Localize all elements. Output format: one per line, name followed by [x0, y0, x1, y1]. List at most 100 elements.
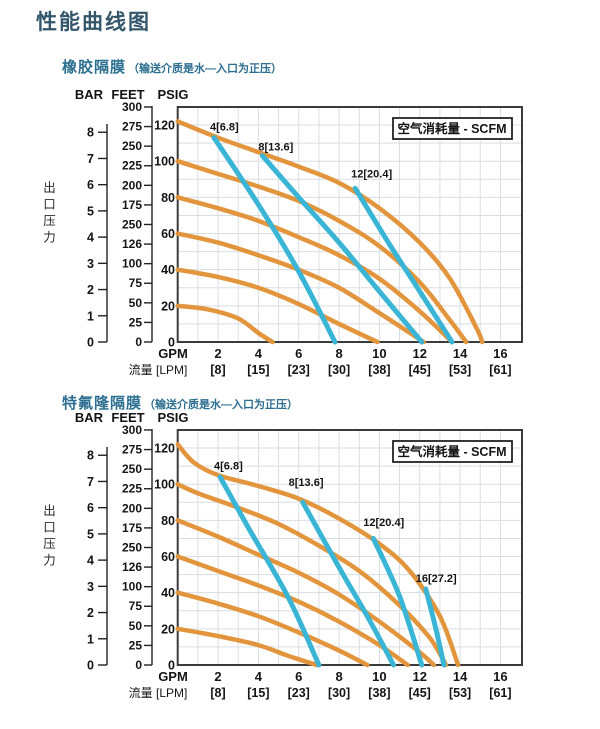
bar-tick-label: 1 — [87, 309, 94, 323]
lpm-tick-label: [30] — [328, 363, 350, 377]
axis-unit-header: FEET — [111, 87, 144, 102]
y-axis-label-outlet-pressure: 出口压力 — [41, 181, 55, 247]
lpm-tick-label: [23] — [288, 363, 310, 377]
feet-tick-label: 275 — [122, 443, 142, 457]
feet-tick-label: 250 — [122, 540, 142, 554]
psig-tick-label: 100 — [154, 478, 175, 492]
x-axis-unit-lpm: 流量 [LPM] — [129, 363, 188, 377]
air-curve-16[27.2] — [423, 586, 447, 668]
lpm-tick-label: [15] — [247, 686, 269, 700]
x-axis-unit-gpm: GPM — [158, 346, 188, 361]
water-curve-20psig — [175, 303, 275, 345]
gpm-tick-label: 4 — [255, 669, 263, 684]
axis-unit-header: PSIG — [157, 87, 188, 102]
feet-tick-label: 100 — [122, 257, 142, 271]
feet-tick-label: 126 — [122, 560, 142, 574]
plot-border — [176, 106, 523, 343]
psig-tick-label: 0 — [168, 659, 175, 673]
pump-performance-chart-rubber: BAR FEET PSIG87654321030027525022520017525… — [75, 87, 523, 377]
gpm-tick-label: 14 — [453, 669, 468, 684]
bar-tick-label: 2 — [87, 283, 94, 297]
lpm-tick-label: [53] — [449, 686, 471, 700]
feet-tick-label: 175 — [122, 521, 142, 535]
gpm-tick-label: 16 — [493, 669, 507, 684]
lpm-tick-label: [61] — [489, 686, 511, 700]
bar-tick-label: 4 — [87, 554, 94, 568]
bar-tick-label: 1 — [87, 632, 94, 646]
air-curve-4[6.8] — [217, 474, 322, 668]
air-curve-label: 12[20.4] — [363, 517, 404, 529]
water-curve-40psig — [175, 267, 380, 345]
pump-performance-chart-teflon: BAR FEET PSIG87654321030027525022520017525… — [75, 410, 523, 700]
axis-unit-header: PSIG — [157, 410, 188, 425]
psig-tick-label: 80 — [161, 191, 175, 205]
water-curve-80psig — [175, 195, 455, 345]
feet-tick-label: 200 — [122, 501, 142, 515]
water-curve-60psig — [175, 554, 410, 668]
feet-scale — [144, 429, 153, 666]
water-curve-20psig — [175, 626, 320, 668]
air-curve-12[20.4] — [370, 535, 425, 668]
section-head-teflon-diaphragm: 特氟隆隔膜 （输送介质是水—入口为正压） — [62, 392, 298, 413]
bar-tick-label: 2 — [87, 606, 94, 620]
gpm-tick-label: 6 — [295, 346, 302, 361]
psig-tick-label: 100 — [154, 155, 175, 169]
bar-scale — [98, 447, 108, 666]
air-curve-label: 4[6.8] — [210, 121, 239, 133]
feet-tick-label: 200 — [122, 178, 142, 192]
psig-tick-label: 120 — [154, 119, 175, 133]
bar-tick-label: 5 — [87, 204, 94, 218]
feet-tick-label: 25 — [129, 638, 143, 652]
bar-tick-label: 0 — [87, 336, 94, 350]
feet-tick-label: 75 — [129, 599, 143, 613]
section-title-teflon-diaphragm: 特氟隆隔膜 — [62, 395, 143, 412]
air-consumption-curves — [217, 474, 447, 668]
chart-teflon-diaphragm: 出口压力 BAR FEET PSIG 8 7 6 5 4 3 2 1 0 300 275 250 225 200… — [0, 408, 600, 708]
psig-tick-label: 40 — [161, 263, 175, 277]
feet-tick-label: 100 — [122, 580, 142, 594]
gpm-tick-label: 10 — [372, 669, 386, 684]
water-curve-100psig — [175, 158, 469, 345]
air-curve-8[13.6] — [300, 499, 397, 668]
bar-tick-label: 6 — [87, 501, 94, 515]
y-axis-label-outlet-pressure: 出口压力 — [41, 504, 55, 570]
feet-tick-label: 50 — [129, 619, 143, 633]
lpm-tick-label: [61] — [489, 363, 511, 377]
lpm-tick-label: [30] — [328, 686, 350, 700]
gpm-tick-label: 10 — [372, 346, 386, 361]
feet-tick-label: 0 — [135, 335, 142, 349]
feet-tick-label: 300 — [122, 100, 142, 114]
lpm-tick-label: [8] — [210, 686, 225, 700]
x-axis-unit-gpm: GPM — [158, 669, 188, 684]
psig-tick-label: 20 — [161, 622, 175, 636]
psig-tick-label: 40 — [161, 586, 175, 600]
lpm-tick-label: [53] — [449, 363, 471, 377]
lpm-tick-label: [45] — [409, 686, 431, 700]
gpm-tick-label: 8 — [335, 346, 342, 361]
air-curve-label: 16[27.2] — [416, 573, 457, 585]
feet-tick-label: 275 — [122, 120, 142, 134]
bar-scale — [98, 124, 108, 343]
lpm-tick-label: [23] — [288, 686, 310, 700]
feet-tick-label: 225 — [122, 159, 142, 173]
psig-tick-label: 60 — [161, 550, 175, 564]
bar-tick-label: 3 — [87, 257, 94, 271]
feet-tick-label: 126 — [122, 237, 142, 251]
legend-label: 空气消耗量 - SCFM — [397, 121, 506, 136]
feet-tick-label: 300 — [122, 423, 142, 437]
air-curve-12[20.4] — [352, 185, 455, 345]
bar-tick-label: 0 — [87, 659, 94, 673]
bar-tick-label: 7 — [87, 475, 94, 489]
gpm-tick-label: 4 — [255, 346, 263, 361]
lpm-tick-label: [38] — [368, 363, 390, 377]
air-curve-label: 8[13.6] — [258, 141, 293, 153]
section-note-rubber-diaphragm: （输送介质是水—入口为正压） — [128, 63, 283, 75]
psig-tick-label: 20 — [161, 299, 175, 313]
legend-box — [392, 440, 513, 463]
gpm-tick-label: 12 — [413, 669, 427, 684]
bar-tick-label: 5 — [87, 527, 94, 541]
feet-scale — [144, 106, 153, 343]
bar-tick-label: 7 — [87, 152, 94, 166]
water-discharge-curves — [175, 442, 461, 668]
gpm-tick-label: 14 — [453, 346, 468, 361]
